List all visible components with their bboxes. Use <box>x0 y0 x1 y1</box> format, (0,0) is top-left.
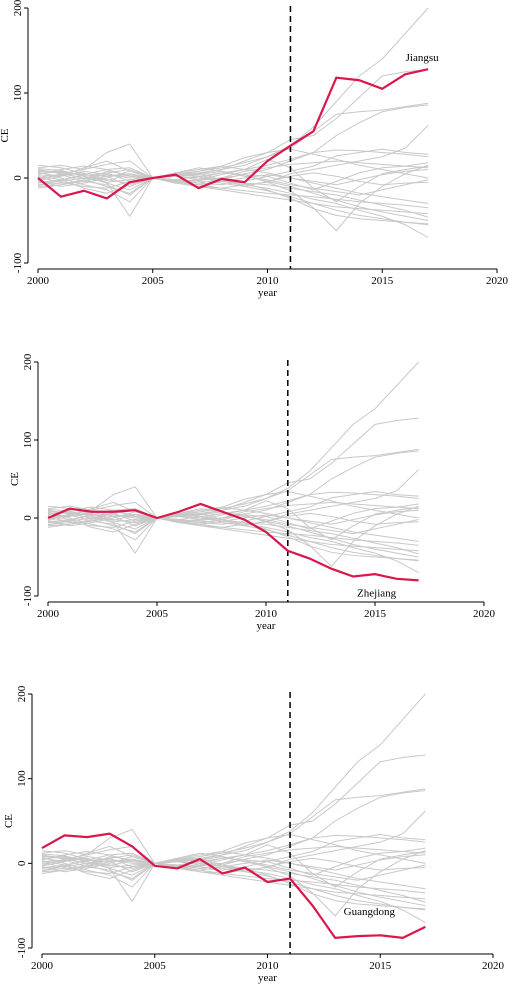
control-series-line <box>41 754 426 869</box>
highlight-series-line <box>47 502 419 582</box>
y-tick-label: 0 <box>22 515 34 521</box>
x-tick-label: 2020 <box>473 608 496 620</box>
control-series-line <box>37 149 429 186</box>
y-tick-label: 200 <box>22 353 34 370</box>
y-tick-label: -100 <box>22 585 34 606</box>
x-tick-label: 2015 <box>364 608 387 620</box>
highlight-series-line <box>41 832 426 939</box>
y-tick-label: 0 <box>12 175 24 181</box>
control-series-line <box>41 856 426 910</box>
y-axis-title: CE <box>0 128 11 142</box>
control-series-line <box>41 810 426 880</box>
control-series-line <box>47 490 419 525</box>
y-tick-label: 100 <box>12 84 24 101</box>
y-tick-label: 200 <box>16 685 28 702</box>
highlight-series-label: Zhejiang <box>357 587 397 599</box>
x-axis-title: year <box>257 620 276 632</box>
y-tick-label: -100 <box>12 252 24 273</box>
x-tick-label: 2010 <box>257 960 280 972</box>
x-tick-label: 2020 <box>486 275 509 287</box>
control-series-line <box>37 169 429 188</box>
x-tick-label: 2005 <box>142 275 165 287</box>
control-series-line <box>41 834 426 871</box>
y-tick-label: 0 <box>16 860 28 866</box>
x-tick-label: 2010 <box>257 275 280 287</box>
control-series-line <box>47 491 419 525</box>
control-series-line <box>41 845 426 881</box>
control-series-line <box>47 506 419 541</box>
y-axis-title: CE <box>9 472 21 486</box>
control-series-line <box>37 167 429 196</box>
x-tick-label: 2005 <box>144 960 167 972</box>
control-series-line <box>41 853 426 903</box>
highlight-series-line <box>37 68 429 200</box>
x-tick-label: 2015 <box>369 960 392 972</box>
highlight-series-label: Jiangsu <box>406 52 440 64</box>
control-series-line <box>47 511 419 561</box>
chart-panel-3: 2000 2005 2010 2015 2020 -100 0 100 200 year CE Gua… <box>3 685 505 984</box>
x-tick-label: 2000 <box>27 275 50 287</box>
control-series-line <box>41 834 426 871</box>
y-tick-label: 100 <box>16 770 28 787</box>
control-series-line <box>41 693 426 867</box>
control-series-line <box>37 160 429 215</box>
highlight-series-label: Guangdong <box>344 906 396 918</box>
control-series-line <box>37 160 429 196</box>
y-axis-title: CE <box>3 814 15 828</box>
y-tick-label: 200 <box>12 0 24 16</box>
control-series-line <box>47 508 419 535</box>
control-series-line <box>47 500 419 541</box>
x-tick-label: 2000 <box>37 608 60 620</box>
x-tick-label: 2015 <box>371 275 394 287</box>
x-tick-label: 2020 <box>482 960 505 972</box>
control-series-line <box>37 165 429 203</box>
control-series-line <box>37 7 429 182</box>
y-tick-label: -100 <box>16 937 28 958</box>
x-tick-label: 2010 <box>255 608 278 620</box>
control-series-line <box>37 158 429 203</box>
y-tick-label: 100 <box>22 431 34 448</box>
control-series-line <box>37 68 429 183</box>
x-axis-title: year <box>258 287 277 299</box>
control-series-line <box>47 508 419 555</box>
control-series-line <box>37 148 429 186</box>
chart-panel-1: 2000 2005 2010 2015 2020 -100 0 100 200 year CE Jia… <box>0 0 509 299</box>
control-series-line <box>41 850 426 888</box>
control-series-line <box>47 469 419 533</box>
control-series-line <box>37 168 429 218</box>
control-series-line <box>37 124 429 194</box>
chart-panel-2: 2000 2005 2010 2015 2020 -100 0 100 200 year CE Zhe… <box>9 353 496 632</box>
control-series-line <box>47 501 419 552</box>
control-series-line <box>47 510 419 527</box>
control-series-line <box>41 845 426 900</box>
control-series-line <box>47 361 419 521</box>
control-series-line <box>41 852 426 881</box>
x-axis-title: year <box>258 972 277 984</box>
control-series-line <box>41 844 426 888</box>
control-series-line <box>47 417 419 523</box>
x-tick-label: 2000 <box>31 960 54 972</box>
x-tick-label: 2005 <box>146 608 169 620</box>
